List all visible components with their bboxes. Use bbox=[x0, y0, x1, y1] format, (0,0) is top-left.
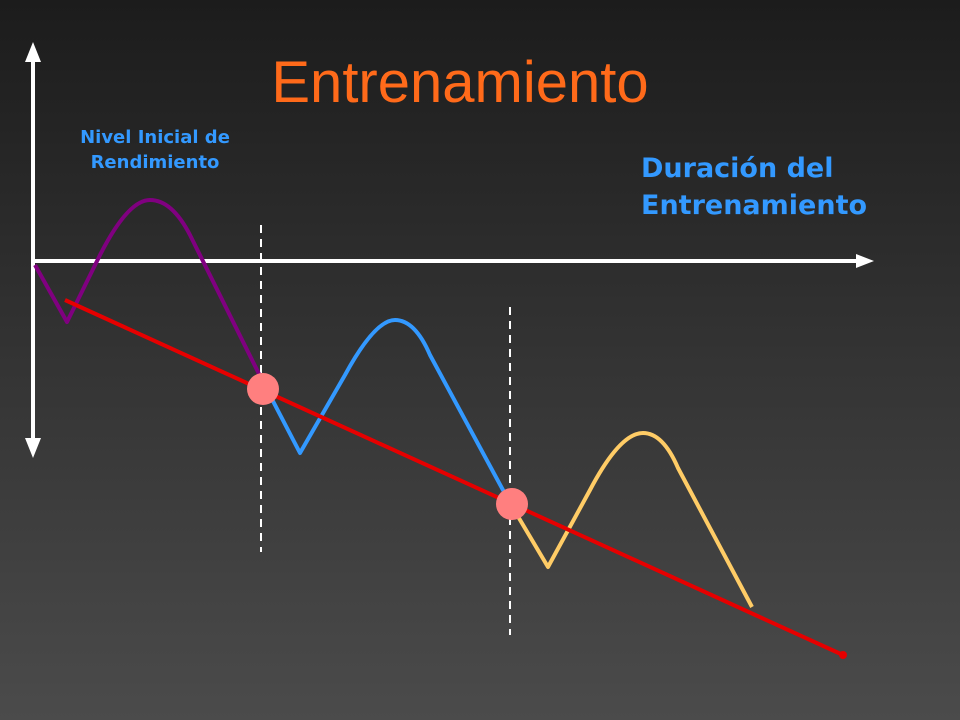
yellow-curve bbox=[508, 431, 754, 608]
blue-curve bbox=[260, 318, 512, 504]
duration-label: Duración del bbox=[641, 153, 834, 184]
trend-end bbox=[839, 651, 847, 659]
purple-curve bbox=[33, 198, 264, 381]
initial-level-label: Nivel Inicial de bbox=[80, 127, 230, 148]
axis-arrow-down bbox=[25, 438, 41, 458]
axis-arrow-up bbox=[25, 42, 41, 62]
intersection-point bbox=[496, 488, 528, 520]
axis-arrow-right bbox=[856, 254, 874, 268]
trend-line bbox=[64, 298, 844, 657]
title: Entrenamiento bbox=[271, 50, 648, 115]
duration-label: Entrenamiento bbox=[641, 190, 867, 221]
initial-level-label: Rendimiento bbox=[91, 152, 220, 173]
intersection-point bbox=[247, 373, 279, 405]
